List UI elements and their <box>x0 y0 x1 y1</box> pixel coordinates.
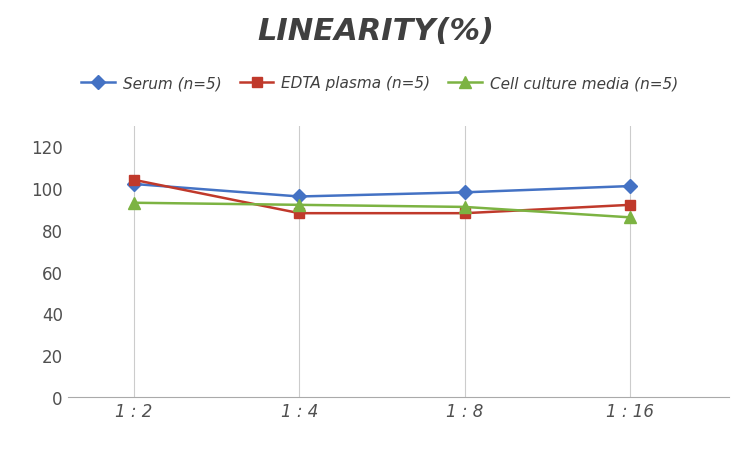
Cell culture media (n=5) <box>295 202 304 208</box>
Serum (n=5) <box>626 184 635 189</box>
EDTA plasma (n=5) <box>295 211 304 216</box>
Line: Cell culture media (n=5): Cell culture media (n=5) <box>129 198 635 223</box>
Serum (n=5) <box>129 182 138 187</box>
Line: EDTA plasma (n=5): EDTA plasma (n=5) <box>129 175 635 219</box>
Serum (n=5) <box>460 190 469 196</box>
EDTA plasma (n=5) <box>460 211 469 216</box>
Line: Serum (n=5): Serum (n=5) <box>129 179 635 202</box>
Legend: Serum (n=5), EDTA plasma (n=5), Cell culture media (n=5): Serum (n=5), EDTA plasma (n=5), Cell cul… <box>75 70 684 97</box>
EDTA plasma (n=5) <box>626 202 635 208</box>
Cell culture media (n=5) <box>129 201 138 206</box>
Serum (n=5) <box>295 194 304 200</box>
EDTA plasma (n=5) <box>129 178 138 183</box>
Cell culture media (n=5) <box>460 205 469 210</box>
Cell culture media (n=5) <box>626 215 635 221</box>
Text: LINEARITY(%): LINEARITY(%) <box>257 17 495 46</box>
